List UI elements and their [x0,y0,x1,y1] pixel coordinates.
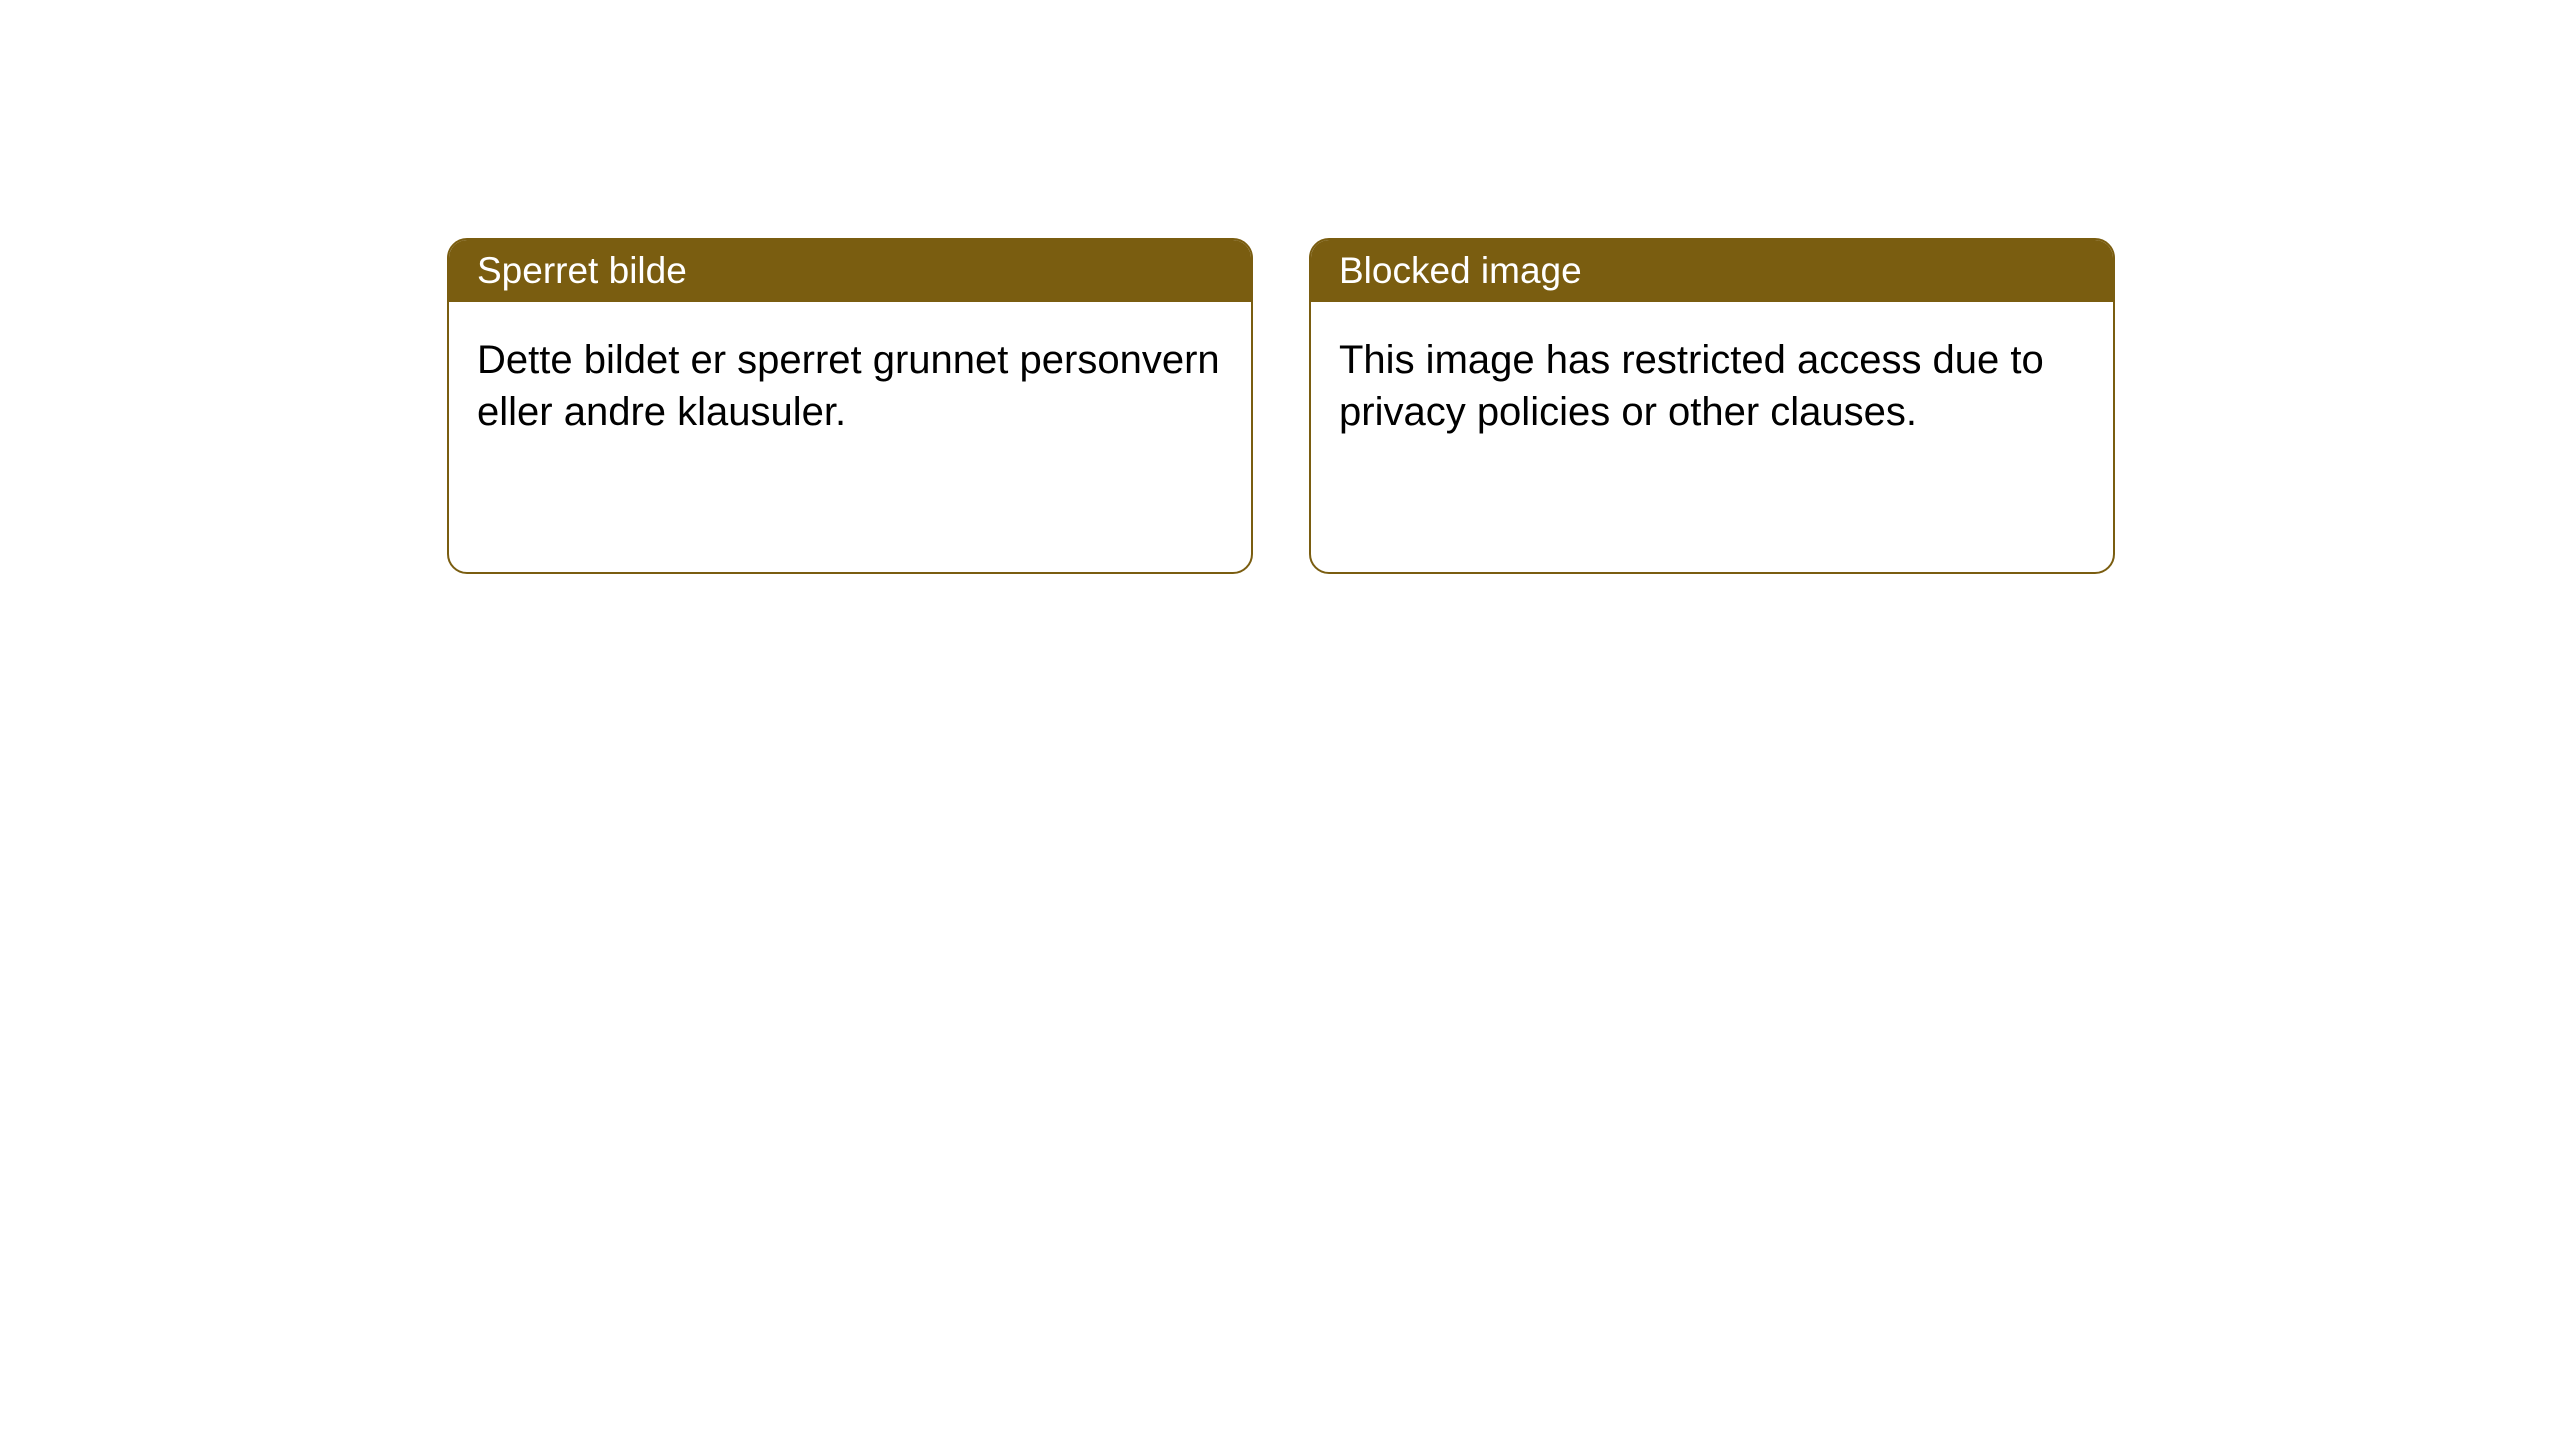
notice-card-norwegian: Sperret bilde Dette bildet er sperret gr… [447,238,1253,574]
notice-text: Dette bildet er sperret grunnet personve… [477,338,1220,434]
notice-body: This image has restricted access due to … [1311,302,2113,470]
notice-container: Sperret bilde Dette bildet er sperret gr… [447,238,2115,574]
notice-header: Sperret bilde [449,240,1251,302]
notice-body: Dette bildet er sperret grunnet personve… [449,302,1251,470]
notice-header: Blocked image [1311,240,2113,302]
notice-text: This image has restricted access due to … [1339,338,2044,434]
notice-card-english: Blocked image This image has restricted … [1309,238,2115,574]
notice-title: Blocked image [1339,250,1582,291]
notice-title: Sperret bilde [477,250,687,291]
